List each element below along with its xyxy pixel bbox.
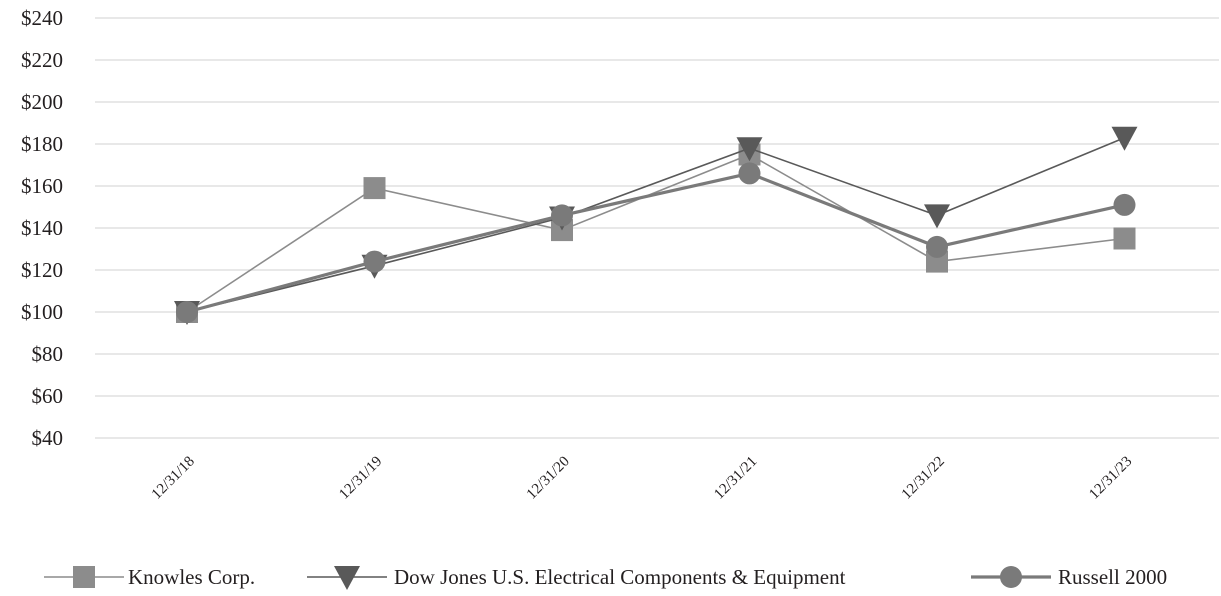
legend-marker-triangle-down [334,566,360,590]
x-axis-ticks: 12/31/18 12/31/19 12/31/20 12/31/21 12/31/22… [149,454,1136,503]
y-tick-label: $220 [21,48,63,72]
x-tick-label: 12/31/20 [524,454,573,503]
legend-marker-square [73,566,95,588]
series-line [186,136,1125,313]
x-tick-label: 12/31/22 [899,454,948,503]
legend-item: Dow Jones U.S. Electrical Components & E… [307,565,846,590]
legend-label: Knowles Corp. [128,565,255,589]
data-point-circle [551,204,573,227]
series-circle [176,162,1136,323]
y-tick-label: $80 [32,342,64,366]
legend-item: Russell 2000 [971,565,1167,589]
series-lines [174,126,1138,325]
legend-label: Russell 2000 [1058,565,1167,589]
data-point-circle [1113,193,1136,216]
y-tick-label: $200 [21,90,63,114]
data-point-triangle-down [736,137,763,162]
data-point-square [1113,227,1136,250]
y-tick-label: $240 [21,6,63,30]
data-point-square [363,177,386,200]
data-point-triangle-down [1111,126,1138,151]
series-line [186,153,1125,313]
y-tick-label: $140 [21,216,63,240]
data-point-circle [363,250,386,273]
gridlines [95,17,1219,439]
legend-marker-circle [1000,566,1022,588]
legend: Knowles Corp. Dow Jones U.S. Electrical C… [44,565,1167,590]
data-point-circle [176,301,198,323]
x-tick-label: 12/31/23 [1086,454,1135,503]
series-line [186,171,1125,314]
data-point-triangle-down [924,204,950,229]
data-point-circle [738,162,761,185]
x-tick-label: 12/31/19 [336,454,385,503]
legend-item: Knowles Corp. [44,565,255,589]
data-point-circle [926,235,948,258]
y-tick-label: $60 [32,384,64,408]
x-tick-label: 12/31/18 [149,454,198,503]
y-tick-label: $120 [21,258,63,282]
y-tick-label: $40 [32,426,64,450]
y-axis-ticks: $40 $60 $80 $100 $120 $140 $160 $180 $200 $220 $24… [21,6,63,450]
y-tick-label: $180 [21,132,63,156]
y-tick-label: $100 [21,300,63,324]
y-tick-label: $160 [21,174,63,198]
x-tick-label: 12/31/21 [711,454,760,503]
legend-label: Dow Jones U.S. Electrical Components & E… [394,565,846,589]
